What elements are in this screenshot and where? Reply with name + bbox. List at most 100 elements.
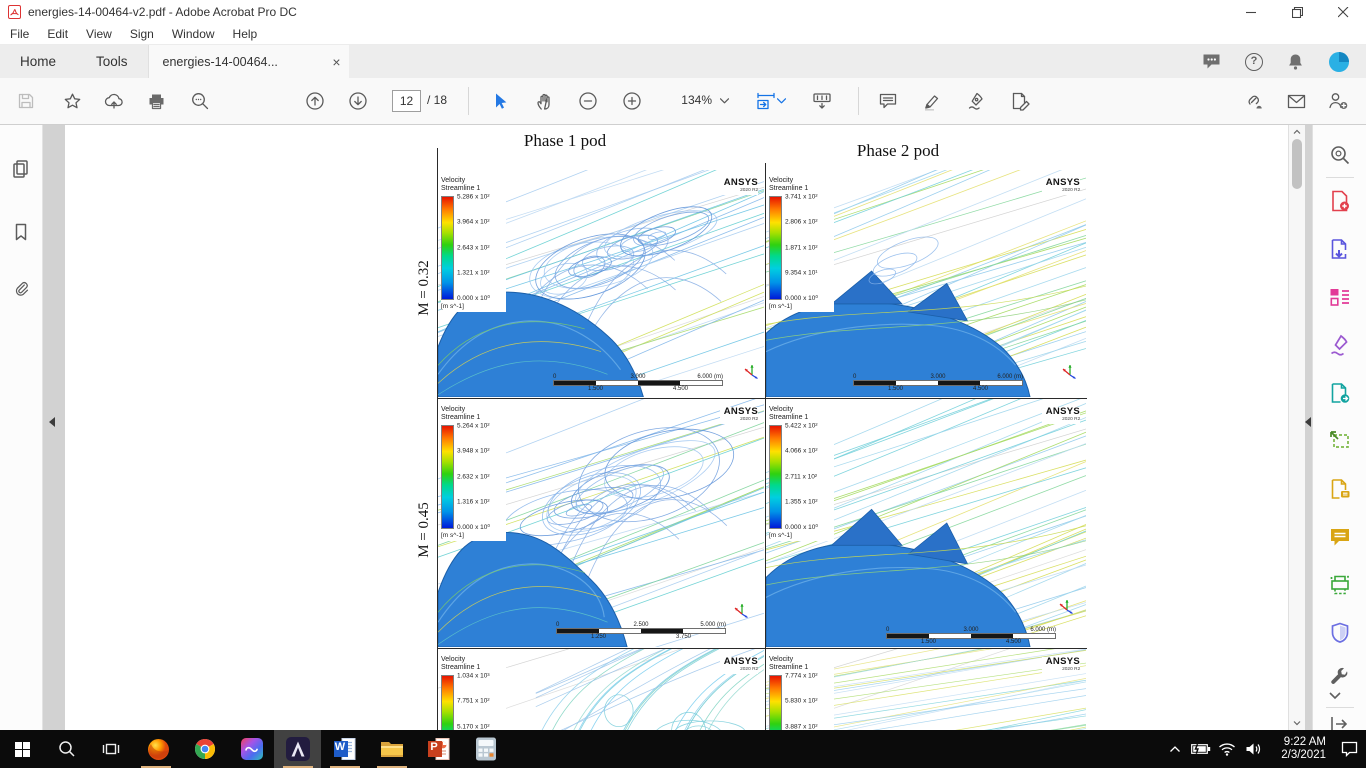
rail-divider: [1326, 707, 1354, 708]
task-view-icon[interactable]: [97, 735, 125, 763]
highlight-tool-icon[interactable]: [918, 87, 946, 115]
hand-tool-icon[interactable]: [530, 87, 558, 115]
account-avatar[interactable]: [1328, 51, 1350, 73]
comment-tool-rail-icon[interactable]: [1328, 525, 1352, 549]
menu-sign[interactable]: Sign: [129, 27, 154, 41]
fit-width-icon[interactable]: [752, 87, 780, 115]
running-indicator: [141, 766, 171, 768]
menu-edit[interactable]: Edit: [47, 27, 69, 41]
zoom-out-icon[interactable]: [574, 87, 602, 115]
calculator-icon[interactable]: [472, 735, 500, 763]
ansys-logo: ANSYS 2020 R2: [719, 657, 758, 674]
velocity-colorbar: [441, 425, 454, 529]
tab-tools[interactable]: Tools: [96, 54, 128, 69]
email-icon[interactable]: [1282, 87, 1310, 115]
page-thumbnails-icon[interactable]: [10, 158, 32, 180]
scan-ocr-tool-icon[interactable]: [1328, 429, 1352, 453]
share-link-icon[interactable]: [1240, 87, 1268, 115]
open-tools-panel-icon[interactable]: [1328, 714, 1352, 738]
volume-icon[interactable]: [1240, 730, 1266, 768]
request-signatures-tool-icon[interactable]: [1328, 477, 1352, 501]
search-tools-icon[interactable]: [1328, 143, 1352, 167]
file-explorer-icon[interactable]: [378, 735, 406, 763]
print-icon[interactable]: [142, 87, 170, 115]
tray-overflow-caret-icon[interactable]: [1162, 730, 1188, 768]
powerpoint-icon[interactable]: P: [425, 735, 453, 763]
fit-dropdown-caret-icon[interactable]: [774, 87, 788, 115]
window-title: energies-14-00464-v2.pdf - Adobe Acrobat…: [28, 5, 297, 19]
scroll-down-icon[interactable]: [1293, 719, 1301, 727]
vertical-scrollbar[interactable]: [1288, 125, 1305, 730]
colorbar-legend: Velocity Streamline 1 1.034 x 10³ 7.751 …: [441, 656, 506, 730]
search-icon[interactable]: [186, 87, 214, 115]
creative-cloud-icon[interactable]: [238, 735, 266, 763]
figure-column-header-phase2: Phase 2 pod: [856, 141, 940, 160]
taskbar-clock[interactable]: 9:22 AM 2/3/2021: [1270, 736, 1326, 762]
scale-bar: 0 3.000 6.000 (m) 1.500 4.500: [553, 374, 723, 392]
page-number-input[interactable]: 12: [392, 90, 421, 112]
add-user-icon[interactable]: [1324, 87, 1352, 115]
scroll-up-icon[interactable]: [1293, 128, 1301, 136]
start-button-icon[interactable]: [8, 735, 36, 763]
more-tools-wrench-icon[interactable]: [1328, 666, 1352, 690]
attachments-icon[interactable]: [10, 278, 32, 300]
word-icon[interactable]: W: [331, 735, 359, 763]
organize-pages-tool-icon[interactable]: [1328, 285, 1352, 309]
create-pdf-tool-icon[interactable]: [1328, 189, 1352, 213]
protect-tool-icon[interactable]: [1328, 621, 1352, 645]
help-icon[interactable]: ?: [1245, 52, 1263, 71]
page-display-icon[interactable]: [808, 87, 836, 115]
collapse-left-panel-icon[interactable]: [49, 417, 55, 427]
velocity-colorbar: [441, 675, 454, 730]
next-page-icon[interactable]: [344, 87, 372, 115]
menu-help[interactable]: Help: [232, 27, 258, 41]
axis-triad-icon: [744, 365, 758, 380]
save-icon[interactable]: [12, 87, 40, 115]
previous-page-icon[interactable]: [301, 87, 329, 115]
notification-bell-icon[interactable]: [1287, 53, 1304, 71]
battery-icon[interactable]: [1188, 730, 1214, 768]
minimize-button[interactable]: [1228, 0, 1274, 24]
cfd-panel-m045-phase2: Velocity Streamline 1 5.422 x 10² 4.066 …: [766, 399, 1086, 647]
comment-tool-icon[interactable]: [874, 87, 902, 115]
select-tool-icon[interactable]: [486, 87, 514, 115]
velocity-colorbar: [769, 675, 782, 730]
wifi-icon[interactable]: [1214, 730, 1240, 768]
tab-home[interactable]: Home: [20, 54, 57, 69]
share-cloud-icon[interactable]: [100, 87, 128, 115]
zoom-level-value[interactable]: 134%: [681, 93, 712, 107]
menu-view[interactable]: View: [86, 27, 112, 41]
close-button[interactable]: [1320, 0, 1366, 24]
expand-right-panel-icon[interactable]: [1305, 417, 1311, 427]
zoom-dropdown-caret-icon[interactable]: [716, 87, 732, 115]
action-center-icon[interactable]: [1332, 730, 1366, 768]
enhance-scans-tool-icon[interactable]: [1328, 573, 1352, 597]
tab-close-icon[interactable]: ×: [332, 53, 341, 70]
page-total-label: / 18: [427, 93, 448, 107]
more-tools-chevron-icon[interactable]: [1328, 691, 1352, 703]
acrobat-app-icon[interactable]: [284, 735, 312, 763]
chrome-icon[interactable]: [191, 735, 219, 763]
scale-bar: 0 3.000 6.000 (m) 1.500 4.500: [853, 374, 1023, 392]
firefox-icon[interactable]: [144, 735, 172, 763]
fill-sign-pen-tool-icon[interactable]: [1328, 333, 1352, 357]
star-favorite-icon[interactable]: [58, 87, 86, 115]
running-indicator: [330, 766, 360, 768]
scrollbar-thumb[interactable]: [1292, 139, 1302, 189]
taskbar-search-icon[interactable]: [53, 735, 81, 763]
zoom-in-icon[interactable]: [618, 87, 646, 115]
bookmarks-icon[interactable]: [10, 221, 32, 243]
tab-document[interactable]: energies-14-00464... ×: [147, 45, 349, 78]
restore-button[interactable]: [1274, 0, 1320, 24]
export-pdf-tool-icon[interactable]: [1328, 237, 1352, 261]
feedback-bubble-icon[interactable]: [1202, 53, 1221, 70]
menu-window[interactable]: Window: [171, 27, 215, 41]
send-for-comments-tool-icon[interactable]: [1328, 381, 1352, 405]
pdf-page: Phase 1 pod Phase 2 pod M = 0.32 M = 0.4…: [65, 125, 1288, 730]
menu-file[interactable]: File: [10, 27, 30, 41]
axis-triad-icon: [1062, 365, 1076, 380]
fill-sign-tool-icon[interactable]: [962, 87, 990, 115]
edit-pdf-tool-icon[interactable]: [1006, 87, 1034, 115]
colorbar-legend: Velocity Streamline 1 7.774 x 10² 5.830 …: [769, 656, 834, 730]
